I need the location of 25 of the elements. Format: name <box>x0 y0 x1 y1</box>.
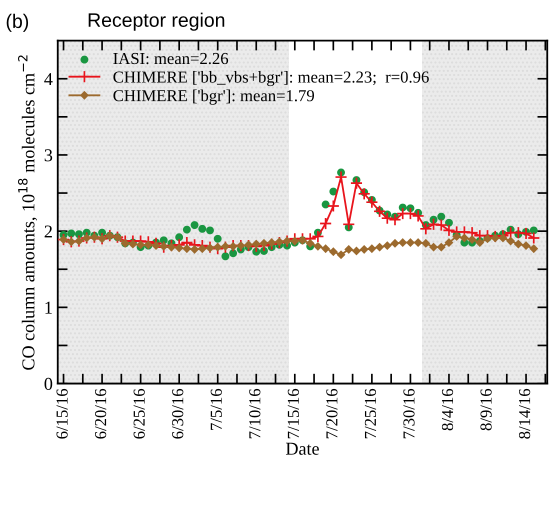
x-tick-label: 8/9/16 <box>480 388 492 430</box>
x-tick-label: 7/25/16 <box>364 388 376 438</box>
y-tick-label: 3 <box>44 149 52 162</box>
x-tick-label: 6/25/16 <box>134 388 145 439</box>
legend-label: CHIMERE ['bgr']: mean=1.79 <box>113 90 314 105</box>
x-axis-title: Date <box>286 442 319 455</box>
x-tick-label: 7/20/16 <box>326 388 338 438</box>
x-tick-label: 7/30/16 <box>403 388 415 438</box>
legend-label: IASI: mean=2.26 <box>113 52 228 64</box>
y-tick-label: 0 <box>44 378 52 390</box>
y-tick-label: 1 <box>45 302 52 314</box>
x-tick-label: 7/15/16 <box>288 388 299 438</box>
x-tick-label: 6/20/16 <box>95 388 106 439</box>
x-tick-label: 7/10/16 <box>249 388 260 438</box>
x-tick-label: 8/14/16 <box>518 388 530 439</box>
x-tick-label: 8/4/16 <box>442 388 454 430</box>
y-axis-title: CO column amounts, 10$^{18}$ molecules cm$^{−2}$ <box>18 55 38 370</box>
x-tick-label: 7/5/16 <box>210 388 222 430</box>
x-tick-label: 6/15/16 <box>56 388 68 439</box>
text: (b) <box>6 14 28 32</box>
y-tick-label: 4 <box>44 73 53 86</box>
x-tick-label: 6/30/16 <box>172 388 184 439</box>
y-tick-label: 2 <box>44 225 52 238</box>
legend-label: CHIMERE ['bb_vbs+bgr']: mean=2.23; r=0.96 <box>113 70 429 86</box>
chart-title: Receptor region <box>88 12 224 31</box>
